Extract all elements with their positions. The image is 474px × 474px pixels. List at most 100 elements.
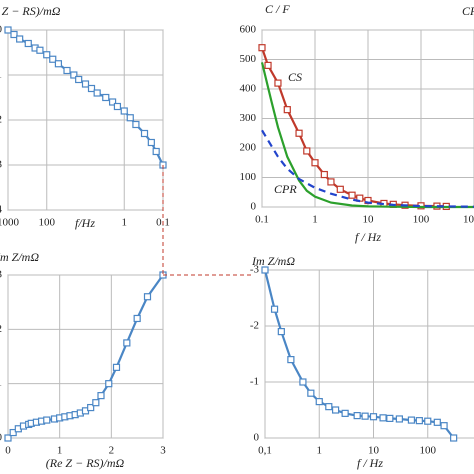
data-point [348,191,356,199]
data-point [336,185,344,193]
x-tick-label: 100 [413,214,430,226]
data-point [143,293,152,301]
data-point [415,417,423,425]
series-line [261,129,474,208]
data-point [369,413,378,421]
x-tick-label: 3 [160,445,166,457]
data-point [258,44,266,52]
x-tick-label: 1 [122,217,128,229]
panel: 0 1 2 3 -3 -2 -1 0 (Re Z − RS)/mΩ Im Z/mΩ [0,250,167,470]
data-point [4,434,12,442]
data-point [120,107,128,115]
data-point [105,380,113,388]
y-tick-label: -1 [250,376,259,388]
data-point [424,417,432,425]
x-tick-label: 0 [5,445,11,457]
data-point [261,266,269,274]
data-point [353,412,361,420]
data-point [43,51,51,59]
data-point [307,389,315,397]
data-point [147,138,155,147]
panel: 0,1 1 10 100 -3 -2 -1 0 f / Hz Im Z/mΩ [250,254,474,470]
data-point [133,314,141,323]
series-line [263,269,455,439]
data-point [36,46,44,54]
data-point [81,80,90,88]
x-axis-label: (Re Z − RS)/mΩ [46,456,125,470]
data-point [311,159,319,167]
y-tick-label: 1 [0,69,2,81]
y-tick-label: -3 [0,269,2,281]
data-point [287,356,295,364]
y-tick-label: -1 [0,377,2,389]
data-point [379,414,387,422]
x-axis-label: f / Hz [357,456,383,470]
y-tick-label: 0 [254,432,260,444]
data-point [331,406,340,414]
data-point [70,71,78,79]
y-tick-label: 2 [0,114,2,126]
data-point [10,30,18,39]
data-point [320,170,328,179]
data-point [113,102,122,111]
series-line [260,62,474,209]
data-point [87,403,95,412]
panel: 0.1 1 10 100 1000 0 100 200 300 400 500 600 f / Hz C … [240,2,474,244]
x-tick-label: 1 [317,445,323,457]
data-point [264,61,272,70]
data-point [75,75,83,84]
data-point [4,26,12,34]
data-point [433,418,441,426]
y-tick-label: 600 [240,24,257,36]
x-tick-label: 100 [420,445,437,457]
x-axis-label: f/Hz [75,216,95,230]
y-axis-label: C / F [265,2,290,16]
x-tick-label: 0,1 [258,445,272,457]
data-point [274,79,282,87]
y-tick-label: -3 [250,264,260,276]
y-tick-label: 0 [0,24,3,36]
data-point [277,328,285,336]
data-point [270,305,279,313]
x-tick-label: 10 [368,445,380,457]
data-point [303,147,311,155]
series-line [7,29,164,166]
data-point [126,114,134,122]
x-tick-label: 0.1 [255,214,269,226]
y-axis-label: Im Z/mΩ [0,250,39,264]
x-tick-label: 1 [312,214,318,226]
data-point [102,93,110,102]
data-point [395,415,403,423]
x-tick-label: 1000 [0,217,20,229]
data-point [140,129,149,138]
data-point [97,392,105,400]
data-point [341,409,349,417]
data-point [24,39,32,48]
data-point [43,416,51,424]
y-axis-label: Im Z/mΩ [251,254,295,268]
y-tick-label: 500 [240,53,257,65]
x-tick-label: 10 [363,214,375,226]
data-point [450,434,458,442]
y-tick-label: 3 [0,159,3,171]
y-tick-label: 400 [240,83,257,95]
data-point [386,414,394,422]
data-point [361,412,369,420]
y-tick-label: 100 [240,171,257,183]
y-tick-label: 0 [0,432,3,444]
series-label: CPR [274,182,297,196]
data-point [9,428,17,437]
data-point [92,399,100,407]
data-point [112,363,121,371]
data-point [54,60,63,68]
plot-frame [264,269,474,439]
y-tick-label: 4 [0,204,3,216]
y-tick-label: 300 [240,112,257,124]
x-tick-label: 2 [109,445,115,457]
data-point [16,35,24,43]
panel: 100010010.101234f/Hz(Re Z − RS)/mΩ [0,4,170,230]
data-point [299,378,307,386]
data-point [87,84,96,93]
